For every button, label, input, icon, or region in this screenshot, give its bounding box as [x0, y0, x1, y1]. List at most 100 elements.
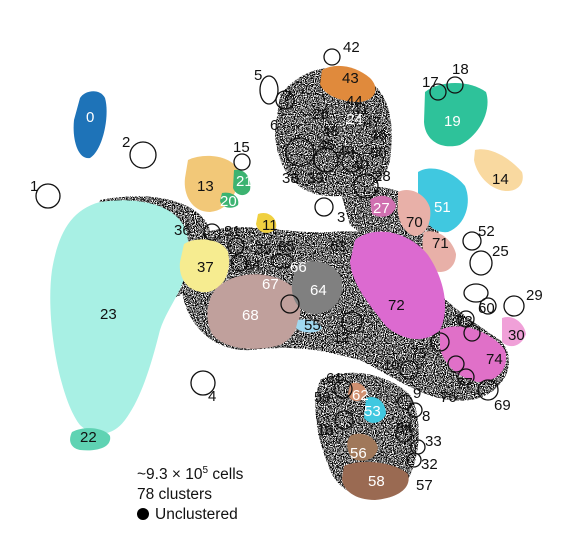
- cluster-label: 49: [338, 143, 355, 160]
- cluster-label: 34: [244, 257, 261, 274]
- cell-count-exponent: 5: [202, 465, 209, 476]
- cluster-label: 66: [290, 259, 307, 276]
- cluster-label: 60: [478, 300, 495, 317]
- cluster-label: 59: [314, 389, 331, 406]
- cluster-55-region: [296, 319, 322, 333]
- cluster-label: 8: [422, 408, 430, 425]
- cluster-regions: [50, 65, 526, 500]
- cluster-label: 72: [388, 297, 405, 314]
- cluster-label: 43: [342, 70, 359, 87]
- cluster-label: 16: [317, 422, 334, 439]
- cluster-label: 21: [236, 173, 253, 190]
- cluster-label: 6: [270, 117, 278, 134]
- cluster-11-region: [256, 212, 277, 233]
- cluster-label: 3: [337, 209, 345, 226]
- cluster-label: 37: [197, 259, 214, 276]
- cluster-label: 51: [434, 199, 451, 216]
- cluster-30-region: [502, 316, 526, 347]
- cluster-label: 7: [284, 88, 292, 105]
- cluster-74-region: [440, 326, 507, 382]
- cluster-14-region: [474, 149, 523, 192]
- cluster-rings: [35, 48, 525, 468]
- cluster-label: 39: [307, 170, 324, 187]
- cluster-label: 69: [494, 397, 511, 414]
- cluster-label: 50: [370, 145, 387, 162]
- cluster-label: 30: [508, 327, 525, 344]
- cluster-58-region: [342, 461, 409, 500]
- cluster-label: 56: [350, 445, 367, 462]
- cluster-23-region: [50, 200, 189, 434]
- cluster-label: 67: [262, 276, 279, 293]
- cluster-20-region: [220, 192, 239, 208]
- cluster-label: 12: [333, 329, 350, 346]
- cluster-label: 27: [373, 200, 390, 217]
- cluster-label: 53: [364, 403, 381, 420]
- cluster-64-region: [291, 261, 343, 314]
- cluster-22-region: [70, 428, 111, 451]
- cluster-label: 9: [413, 385, 421, 402]
- cluster-label: 18: [452, 61, 469, 78]
- cluster-27-region: [370, 195, 396, 217]
- unclustered-dot-icon: [137, 508, 149, 521]
- legend-cell-count: ~9.3 × 105 cells: [137, 461, 243, 485]
- cluster-21-region: [233, 169, 251, 196]
- cluster-label: 1: [30, 178, 38, 195]
- cluster-label: 36: [174, 222, 191, 239]
- cluster-label: 35: [255, 241, 272, 258]
- cluster-label: 17: [422, 74, 439, 91]
- cluster-label: 40: [352, 157, 369, 174]
- cluster-label: 77: [456, 375, 473, 392]
- cluster-label: 58: [368, 473, 385, 490]
- cluster-label: 68: [242, 307, 259, 324]
- cluster-label: 61: [326, 370, 343, 387]
- legend: ~9.3 × 105 cells 78 clusters Unclustered: [137, 461, 243, 525]
- cluster-label: 13: [197, 178, 214, 195]
- cluster-label: 41: [352, 101, 369, 118]
- cluster-label: 44: [346, 93, 363, 110]
- cell-count-suffix: cells: [208, 466, 244, 484]
- cluster-label: 4: [208, 388, 216, 405]
- cluster-label: 47: [364, 114, 381, 131]
- cluster-label: 46: [370, 127, 387, 144]
- cluster-0-region: [73, 91, 107, 159]
- cluster-label: 42: [343, 39, 360, 56]
- cluster-label: 0: [86, 109, 94, 126]
- cluster-label: 24: [346, 111, 363, 128]
- cluster-label: 45: [318, 137, 335, 154]
- cluster-label: 31: [224, 223, 241, 240]
- cluster-label: 64: [310, 282, 327, 299]
- cluster-label: 54: [396, 420, 413, 437]
- cluster-label: 70: [406, 214, 423, 231]
- cluster-label: 26: [312, 106, 329, 123]
- cluster-label: 63: [330, 238, 347, 255]
- cluster-56-region: [347, 433, 378, 461]
- cluster-label: 76: [440, 389, 457, 406]
- cell-count-prefix: ~9.3 × 10: [137, 466, 203, 484]
- cluster-label: 15: [233, 139, 250, 156]
- cluster-label: 19: [444, 113, 461, 130]
- cluster-72-region: [350, 231, 446, 340]
- cluster-label: 20: [220, 193, 237, 210]
- cluster-label: 74: [486, 351, 503, 368]
- cluster-label: 52: [478, 223, 495, 240]
- unclustered-label: Unclustered: [155, 506, 238, 524]
- cluster-label: 65: [278, 238, 295, 255]
- cluster-label: 62: [352, 387, 369, 404]
- cluster-label: 71: [432, 235, 449, 252]
- cluster-37-region: [179, 239, 230, 293]
- cluster-label: 55: [304, 317, 321, 334]
- cluster-label: 29: [526, 287, 543, 304]
- legend-unclustered: Unclustered: [137, 505, 243, 525]
- cluster-label: 23: [100, 306, 117, 323]
- cluster-label: 5: [254, 67, 262, 84]
- cluster-label: 10: [383, 357, 400, 374]
- cluster-70-region: [397, 189, 431, 236]
- cluster-label: 2: [122, 134, 130, 151]
- cluster-label: 25: [492, 243, 509, 260]
- cluster-label: 32: [421, 456, 438, 473]
- cluster-51-region: [418, 168, 468, 233]
- cluster-43-region: [320, 65, 376, 102]
- cluster-label: 48: [322, 123, 339, 140]
- cluster-53-region: [364, 396, 386, 423]
